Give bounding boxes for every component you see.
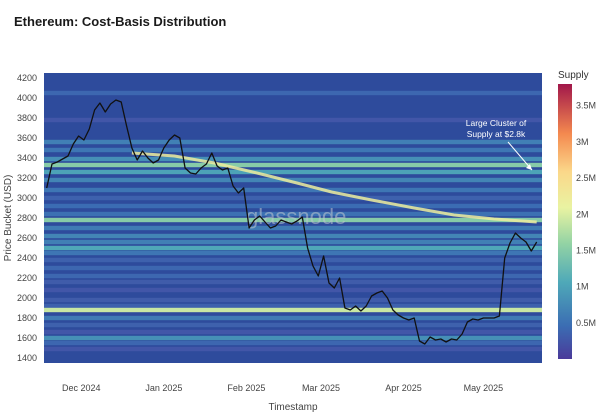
heatmap-band (44, 307, 542, 313)
heatmap-band (44, 279, 542, 285)
colorbar-tick-label: 2M (576, 209, 589, 219)
watermark-text: glassnode (246, 204, 346, 229)
x-tick-label: Feb 2025 (227, 383, 265, 393)
annotation-line-2: Supply at $2.8k (467, 129, 526, 139)
heatmap-band (44, 90, 542, 96)
heatmap-band (44, 187, 542, 193)
heatmap-band (44, 217, 542, 223)
y-tick-label: 1600 (17, 333, 37, 343)
heatmap-band (44, 117, 542, 123)
heatmap-band (44, 315, 542, 321)
y-tick-label: 3000 (17, 193, 37, 203)
heatmap-band (44, 239, 542, 245)
heatmap-band (44, 225, 542, 231)
colorbar-ticks: 0.5M 1M 1.5M 2M 2.5M 3M 3.5M (576, 101, 596, 328)
colorbar: Supply 0.5M 1M 1.5M 2M 2.5M 3M 3.5M (558, 70, 596, 359)
x-tick-label: Apr 2025 (385, 383, 422, 393)
heatmap-band (44, 195, 542, 201)
heatmap-band (44, 169, 542, 175)
heatmap-band (44, 265, 542, 271)
x-axis-ticks: Dec 2024 Jan 2025 Feb 2025 Mar 2025 Apr 2025… (62, 383, 503, 393)
colorbar-tick-label: 0.5M (576, 318, 596, 328)
annotation-arrow (507, 141, 533, 171)
heatmap-band (44, 303, 542, 309)
x-tick-label: Mar 2025 (302, 383, 340, 393)
x-tick-label: Dec 2024 (62, 383, 101, 393)
y-tick-label: 2800 (17, 213, 37, 223)
heatmap-band (44, 245, 542, 251)
annotation-group: Large Cluster of Supply at $2.8k (466, 118, 533, 171)
heatmap-band (44, 346, 542, 352)
heatmap-band (44, 147, 542, 153)
heatmap-band (44, 211, 542, 217)
heatmap-band (44, 156, 542, 162)
heatmap-band (44, 329, 542, 335)
highlight-arc-layer (131, 151, 537, 224)
heatmap-band (44, 340, 542, 346)
heatmap-band (44, 139, 542, 145)
colorbar-tick-label: 3.5M (576, 101, 596, 111)
heatmap-band (44, 162, 542, 168)
colorbar-gradient (558, 84, 572, 359)
x-tick-label: Jan 2025 (145, 383, 182, 393)
y-tick-label: 3800 (17, 113, 37, 123)
heatmap-band (44, 257, 542, 263)
heatmap-band (44, 233, 542, 239)
y-tick-label: 2400 (17, 253, 37, 263)
colorbar-tick-label: 1M (576, 282, 589, 292)
price-line-layer (46, 99, 538, 345)
heatmap-band (44, 273, 542, 279)
highlight-arc (131, 151, 537, 224)
y-tick-label: 4000 (17, 93, 37, 103)
chart-title: Ethereum: Cost-Basis Distribution (14, 14, 227, 29)
x-axis-label: Timestamp (268, 402, 318, 413)
y-tick-label: 1400 (17, 353, 37, 363)
y-tick-label: 4200 (17, 73, 37, 83)
y-tick-label: 3400 (17, 153, 37, 163)
y-axis-label: Price Bucket (USD) (3, 175, 14, 262)
price-line (46, 99, 538, 345)
heatmap-band (44, 335, 542, 341)
heatmap-band (44, 297, 542, 303)
y-tick-label: 1800 (17, 313, 37, 323)
y-axis-ticks: 1400 1600 1800 2000 2200 2400 2600 2800 3000 3200… (17, 73, 37, 363)
heatmap-bands (44, 90, 542, 352)
annotation-arrowhead (526, 164, 532, 170)
colorbar-tick-label: 1.5M (576, 245, 596, 255)
y-tick-label: 2000 (17, 293, 37, 303)
y-tick-label: 3200 (17, 173, 37, 183)
heatmap-band (44, 177, 542, 183)
heatmap-band (44, 322, 542, 328)
colorbar-title: Supply (558, 70, 589, 81)
colorbar-tick-label: 3M (576, 137, 589, 147)
y-tick-label: 3600 (17, 133, 37, 143)
heatmap-band (44, 287, 542, 293)
x-tick-label: May 2025 (464, 383, 504, 393)
y-tick-label: 2200 (17, 273, 37, 283)
colorbar-tick-label: 2.5M (576, 173, 596, 183)
heatmap-band (44, 250, 542, 256)
y-tick-label: 2600 (17, 233, 37, 243)
annotation-line-1: Large Cluster of (466, 118, 527, 128)
heatmap-band (44, 203, 542, 209)
